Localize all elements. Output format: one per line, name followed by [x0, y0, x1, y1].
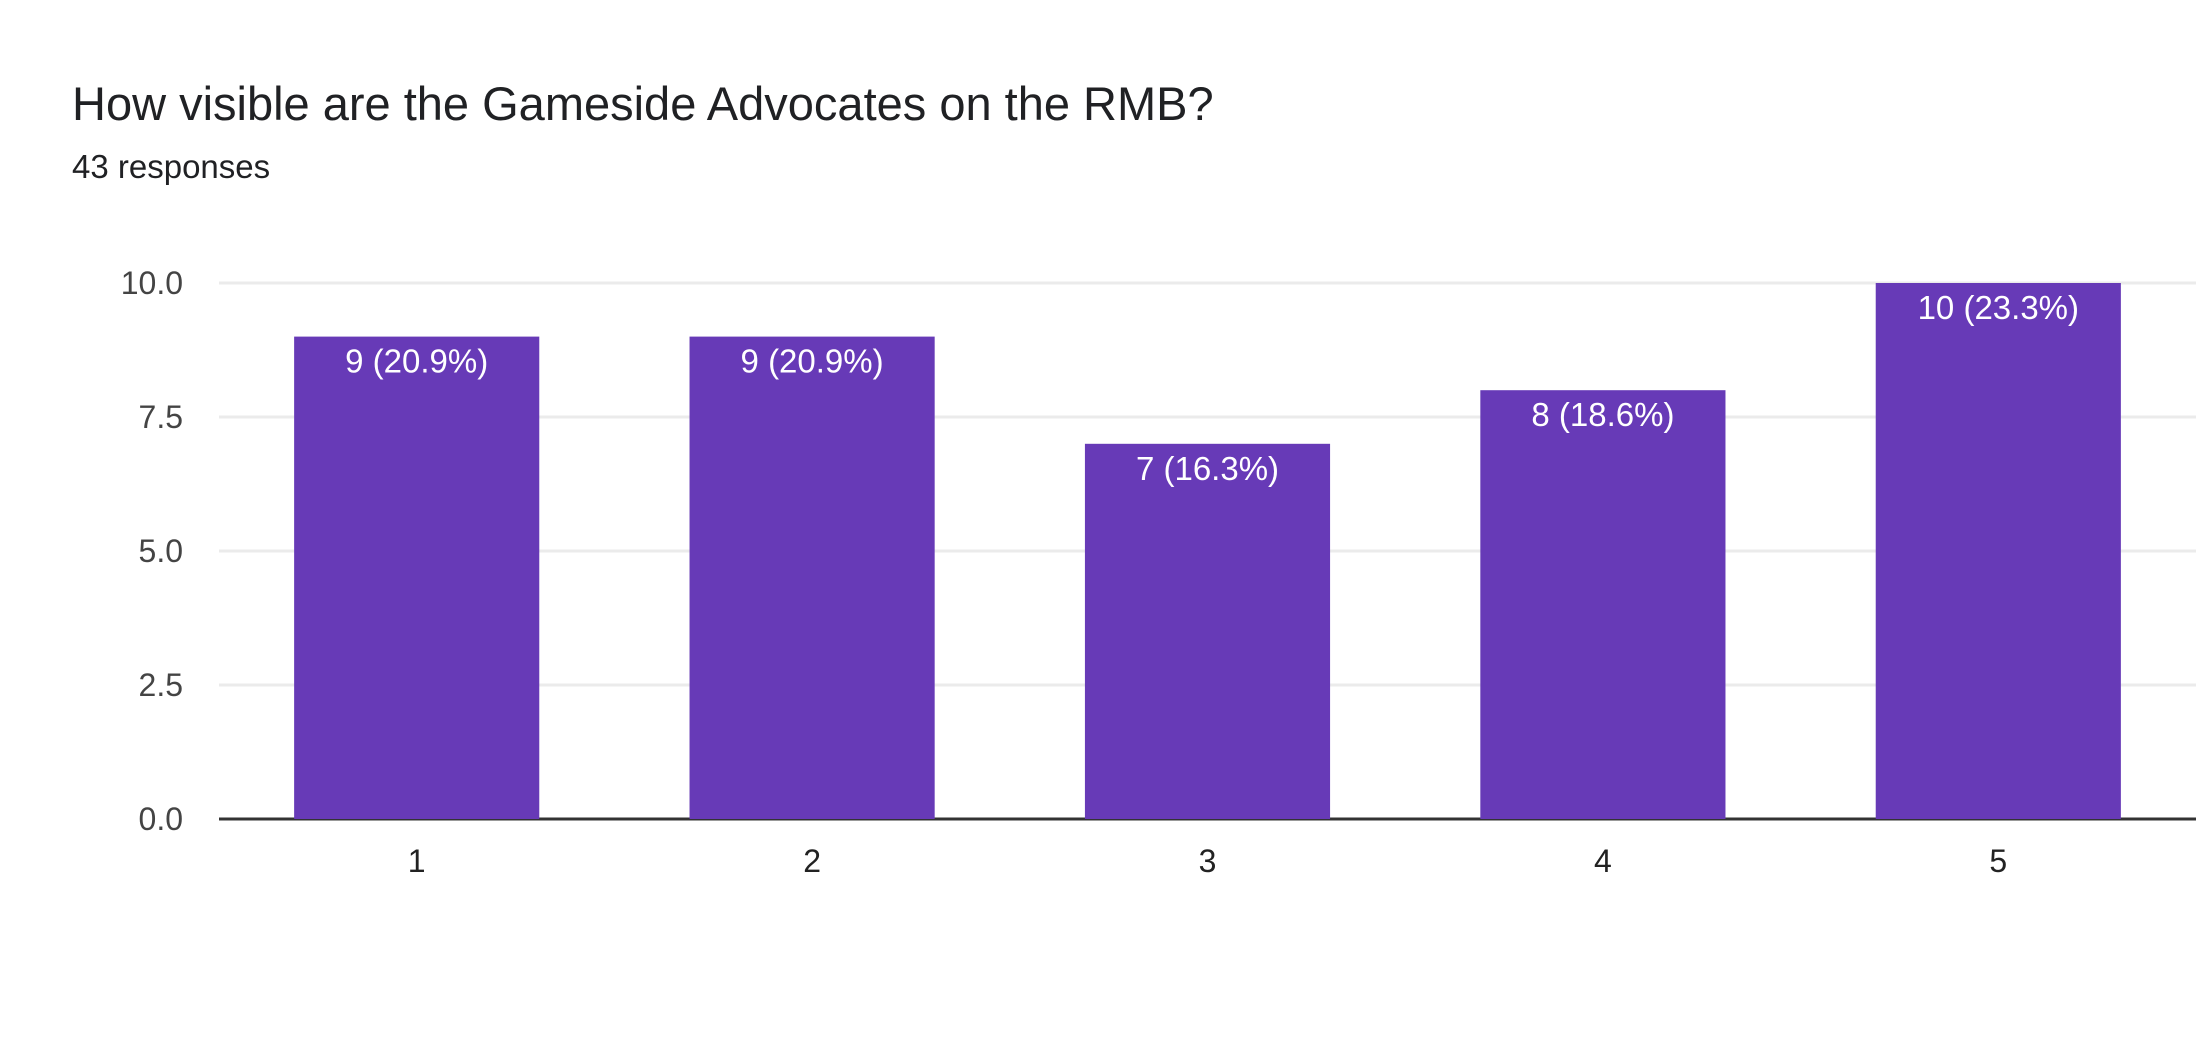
x-axis-labels: 1 2 3 4 5 — [408, 843, 2007, 879]
question-title: How visible are the Gameside Advocates o… — [72, 77, 1214, 130]
data-label: 9 (20.9%) — [741, 343, 884, 380]
x-category-label: 5 — [1989, 843, 2007, 879]
y-tick-label: 10.0 — [121, 265, 183, 301]
y-tick-label: 0.0 — [139, 801, 183, 837]
x-category-label: 2 — [803, 843, 821, 879]
y-tick-label: 7.5 — [139, 399, 183, 435]
bars — [294, 283, 2121, 819]
bar-2 — [689, 336, 935, 819]
data-label: 7 (16.3%) — [1136, 450, 1279, 487]
response-count: 43 responses — [72, 148, 271, 185]
bar-4 — [1480, 390, 1726, 819]
bar-5 — [1875, 283, 2121, 819]
data-label: 8 (18.6%) — [1531, 396, 1674, 433]
data-labels: 9 (20.9%) 9 (20.9%) 7 (16.3%) 8 (18.6%) 10 (… — [345, 289, 2079, 487]
y-tick-label: 2.5 — [139, 667, 183, 703]
x-category-label: 3 — [1199, 843, 1217, 879]
bar-1 — [294, 336, 540, 819]
y-tick-label: 5.0 — [139, 533, 183, 569]
y-axis-ticks: 0.0 2.5 5.0 7.5 10.0 — [121, 265, 183, 837]
data-label: 9 (20.9%) — [345, 343, 488, 380]
bar-3 — [1084, 443, 1331, 819]
x-category-label: 4 — [1594, 843, 1612, 879]
x-category-label: 1 — [408, 843, 426, 879]
data-label: 10 (23.3%) — [1918, 289, 2079, 326]
